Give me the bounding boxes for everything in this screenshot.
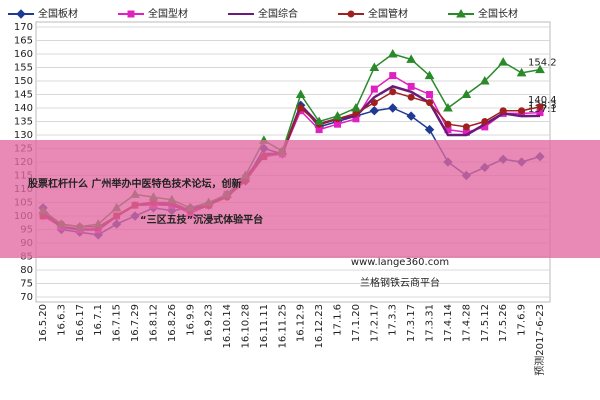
banner-text: “三区五技”沉浸式体验平台 <box>140 213 263 226</box>
legend-label: 全国板材 <box>38 7 78 20</box>
x-tick-label: 17.1.20 <box>351 304 362 342</box>
marker <box>388 103 398 113</box>
legend-marker <box>16 9 26 19</box>
marker <box>369 105 380 116</box>
marker <box>426 91 434 98</box>
y-tick-label: 140 <box>14 103 33 114</box>
y-tick-label: 70 <box>20 292 33 303</box>
marker <box>518 107 526 115</box>
marker <box>407 93 415 101</box>
marker <box>387 48 398 58</box>
marker <box>443 102 453 112</box>
marker <box>406 111 416 121</box>
legend-label: 全国综合 <box>258 7 298 20</box>
legend-marker <box>347 10 355 18</box>
x-tick-label: 17.5.12 <box>480 304 491 342</box>
x-tick-label: 16.12.23 <box>314 304 325 349</box>
x-tick-label: 16.7.15 <box>112 304 123 342</box>
x-tick-label: 16.9.9 <box>185 304 196 336</box>
x-tick-label: 16.10.14 <box>222 304 233 349</box>
x-tick-label: 16.10.28 <box>240 304 251 349</box>
marker <box>516 67 527 77</box>
banner-text: 股票杠杆什么 广州举办中医特色技术论坛，创新 <box>28 177 241 190</box>
x-tick-label: 17.3.17 <box>406 304 417 342</box>
watermark: 兰格钢铁云商平台 <box>360 276 440 289</box>
x-tick-label: 17.5.26 <box>498 304 509 342</box>
legend-label: 全国长材 <box>478 7 518 20</box>
marker <box>295 89 306 98</box>
y-tick-label: 80 <box>20 265 33 276</box>
x-tick-label: 17.3.31 <box>425 304 436 342</box>
value-label: 154.2 <box>528 58 557 69</box>
marker <box>314 116 324 125</box>
marker <box>389 72 397 80</box>
marker <box>424 124 435 135</box>
y-tick-label: 135 <box>14 117 33 128</box>
x-tick-label: 16.6.3 <box>56 304 67 336</box>
x-tick-label: 16.8.12 <box>148 304 159 342</box>
x-tick-label: 16.7.1 <box>93 304 104 336</box>
x-tick-label: 16.6.17 <box>75 304 86 342</box>
marker <box>461 89 472 98</box>
x-tick-label: 17.3.3 <box>388 304 399 336</box>
legend-label: 全国型材 <box>148 7 188 20</box>
y-tick-label: 75 <box>20 279 33 290</box>
marker <box>332 111 343 120</box>
marker <box>389 88 397 96</box>
y-tick-label: 130 <box>14 130 33 141</box>
marker <box>444 120 452 128</box>
banner <box>0 140 600 258</box>
y-tick-label: 170 <box>14 22 33 33</box>
x-tick-label: 17.1.6 <box>333 304 344 336</box>
x-tick-label: 17.4.14 <box>443 304 454 342</box>
x-tick-label: 16.11.11 <box>259 304 270 349</box>
watermark: www.lange360.com <box>351 257 449 268</box>
marker <box>536 103 544 111</box>
value-label: 140.4 <box>528 95 557 106</box>
marker <box>297 104 305 112</box>
legend-marker <box>456 8 466 18</box>
y-tick-label: 155 <box>14 63 33 74</box>
x-tick-label: 预测2017-6-23 <box>533 304 546 376</box>
x-tick-label: 16.7.29 <box>130 304 141 342</box>
y-tick-label: 145 <box>14 90 33 101</box>
marker <box>406 54 417 63</box>
marker <box>498 57 509 66</box>
marker <box>369 62 380 71</box>
x-tick-label: 17.2.17 <box>369 304 380 342</box>
x-tick-label: 17.4.28 <box>461 304 472 342</box>
legend-label: 全国管材 <box>368 7 408 20</box>
marker <box>424 70 435 80</box>
x-tick-label: 16.5.20 <box>38 304 49 342</box>
y-tick-label: 150 <box>14 76 33 87</box>
x-tick-label: 16.9.23 <box>204 304 215 342</box>
marker <box>481 118 489 125</box>
marker <box>426 99 434 107</box>
marker <box>462 123 470 131</box>
marker <box>479 75 490 85</box>
legend-marker <box>127 10 135 18</box>
marker <box>407 82 415 90</box>
x-tick-label: 16.8.26 <box>167 304 178 342</box>
marker <box>370 85 378 93</box>
marker <box>370 99 378 107</box>
marker <box>535 64 545 74</box>
x-tick-label: 16.11.25 <box>277 304 288 349</box>
y-tick-label: 160 <box>14 49 33 60</box>
y-tick-label: 165 <box>14 36 33 47</box>
x-tick-label: 17.6.9 <box>517 304 528 336</box>
marker <box>499 107 507 115</box>
marker <box>351 102 361 112</box>
x-tick-label: 16.12.9 <box>296 304 307 342</box>
